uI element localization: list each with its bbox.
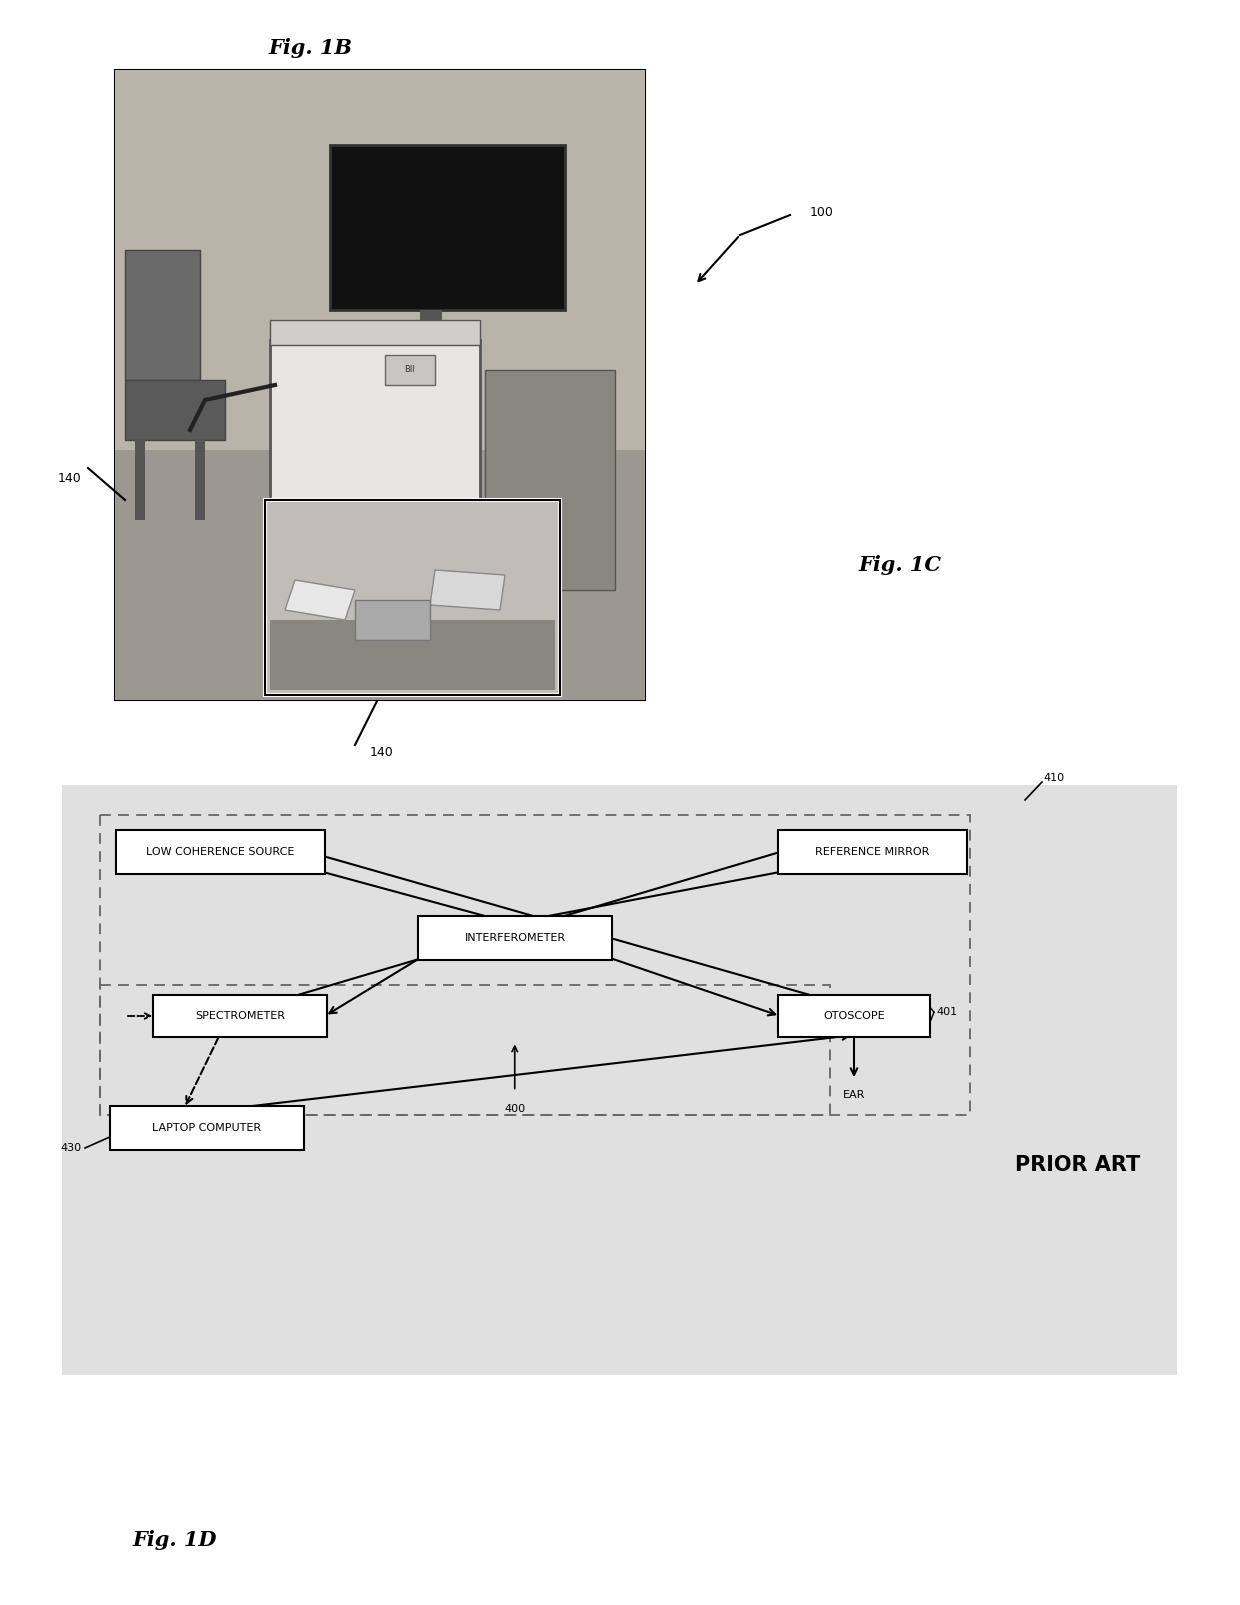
Bar	[125, 380, 224, 440]
Polygon shape	[285, 579, 355, 620]
Bar	[485, 371, 615, 591]
Bar	[265, 501, 560, 695]
Text: 410: 410	[1043, 774, 1064, 783]
Text: SPECTROMETER: SPECTROMETER	[195, 1011, 285, 1021]
Bar	[265, 501, 560, 695]
Bar	[330, 144, 565, 310]
Bar	[355, 600, 430, 640]
FancyBboxPatch shape	[777, 830, 967, 875]
FancyBboxPatch shape	[153, 995, 327, 1037]
Text: INTERFEROMETER: INTERFEROMETER	[465, 933, 565, 944]
Bar	[62, 785, 1177, 1375]
Text: Fig. 1B: Fig. 1B	[268, 39, 352, 58]
Text: LOW COHERENCE SOURCE: LOW COHERENCE SOURCE	[146, 847, 295, 857]
Text: EAR: EAR	[843, 1090, 866, 1099]
FancyBboxPatch shape	[418, 916, 613, 960]
FancyBboxPatch shape	[777, 995, 930, 1037]
Text: REFERENCE MIRROR: REFERENCE MIRROR	[816, 847, 930, 857]
Bar	[135, 440, 145, 520]
Text: 100: 100	[810, 205, 833, 218]
Bar	[100, 985, 830, 1115]
Text: 140: 140	[58, 472, 82, 485]
Bar	[384, 355, 435, 385]
Bar	[125, 250, 200, 380]
Bar	[115, 71, 645, 700]
Bar	[195, 440, 205, 520]
Text: Fig. 1C: Fig. 1C	[858, 555, 941, 575]
Text: 401: 401	[936, 1008, 957, 1018]
FancyBboxPatch shape	[110, 1106, 304, 1151]
Text: 140: 140	[370, 745, 394, 759]
Text: LAPTOP COMPUTER: LAPTOP COMPUTER	[153, 1124, 262, 1133]
FancyBboxPatch shape	[117, 830, 325, 875]
Bar	[270, 620, 556, 690]
Bar	[270, 319, 480, 345]
Text: 400: 400	[505, 1104, 526, 1114]
Bar	[115, 449, 645, 700]
Bar	[100, 815, 970, 1115]
Text: 430: 430	[61, 1143, 82, 1152]
Polygon shape	[430, 570, 505, 610]
Bar	[115, 71, 645, 700]
Text: OTOSCOPE: OTOSCOPE	[823, 1011, 885, 1021]
Text: Fig. 1D: Fig. 1D	[133, 1530, 217, 1550]
Bar	[420, 310, 441, 345]
Text: PRIOR ART: PRIOR ART	[1014, 1156, 1140, 1175]
Bar	[270, 340, 480, 650]
Text: BII: BII	[404, 366, 415, 374]
